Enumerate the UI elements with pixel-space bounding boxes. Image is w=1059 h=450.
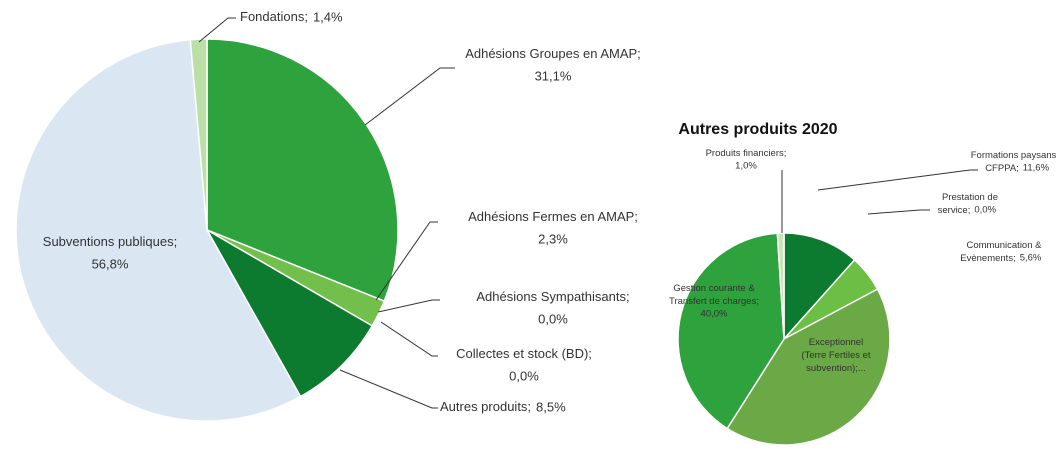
- slice-label: Subventions publiques;: [43, 234, 177, 249]
- value-label: 2,3%: [538, 231, 568, 246]
- label-line: Collectes et stock (BD);: [456, 346, 592, 361]
- label-line: Communication &: [967, 240, 1043, 251]
- label-line: CFPPA;: [985, 163, 1019, 174]
- value-label: 31,1%: [535, 68, 572, 83]
- leader-line: [364, 67, 455, 126]
- pie-slice: [15, 38, 302, 422]
- leader-line: [380, 321, 438, 357]
- leader-line: [377, 299, 440, 313]
- leader-line: [817, 169, 978, 191]
- slice-label: Adhésions Fermes en AMAP;: [468, 209, 638, 224]
- label-line: Exceptionnel: [809, 337, 863, 348]
- slice-label: Exceptionnel (Terre Fertiles et subvention…: [801, 337, 871, 374]
- pie-slice: [726, 288, 891, 446]
- value-label: 11,6%: [1023, 163, 1050, 174]
- label-line: Autres produits;: [440, 399, 531, 414]
- slice-label: Prestation de service;: [938, 192, 998, 216]
- value-label: 0,0%: [974, 205, 996, 216]
- label-line: Transfert de charges;: [669, 296, 759, 307]
- label-line: Gestion courante &: [673, 283, 755, 294]
- pie-slice: [677, 232, 785, 430]
- leader-line: [375, 221, 438, 301]
- slice-label: Collectes et stock (BD);: [456, 346, 592, 361]
- value-label: 0,0%: [538, 311, 568, 326]
- pie-slice: [205, 227, 374, 398]
- label-line: Adhésions Fermes en AMAP;: [468, 209, 638, 224]
- slice-label: Produits financiers;: [706, 148, 787, 159]
- label-line: Subventions publiques;: [43, 234, 177, 249]
- slice-label: Gestion courante & Transfert de charges;: [669, 283, 759, 307]
- leader-line: [198, 17, 236, 43]
- value-label: 8,5%: [536, 399, 566, 414]
- leader-line: [867, 209, 930, 215]
- value-label: 56,8%: [92, 256, 129, 271]
- pie-slice: [206, 38, 399, 303]
- value-label: 40,0%: [701, 309, 728, 320]
- label-line: Formations paysans &: [971, 150, 1059, 161]
- label-line: Prestation de: [942, 192, 998, 203]
- leader-line: [339, 369, 438, 409]
- label-line: service;: [938, 205, 971, 216]
- pie-slice: [776, 232, 785, 340]
- value-label: 5,6%: [1020, 253, 1042, 264]
- label-line: subvention);...: [806, 363, 866, 374]
- chart-title: Autres produits 2020: [678, 121, 837, 138]
- value-label: 0,0%: [509, 368, 539, 383]
- slice-label: Fondations;: [240, 9, 308, 24]
- label-line: Fondations;: [240, 9, 308, 24]
- pie-slice: [783, 232, 856, 341]
- value-label: 1,4%: [313, 9, 343, 24]
- label-line: Evènements;: [960, 253, 1015, 264]
- slice-label: Adhésions Sympathisants;: [476, 289, 629, 304]
- label-line: Produits financiers;: [706, 148, 787, 159]
- slice-label: Communication & Evènements;: [960, 240, 1042, 264]
- slice-label: Autres produits;: [440, 399, 531, 414]
- label-line: Adhésions Groupes en AMAP;: [465, 46, 641, 61]
- value-label: 1,0%: [735, 161, 757, 172]
- slice-label: Adhésions Groupes en AMAP;: [465, 46, 641, 61]
- label-line: (Terre Fertiles et: [801, 350, 871, 361]
- label-line: Adhésions Sympathisants;: [476, 289, 629, 304]
- pie-slice: [189, 38, 208, 231]
- slice-label: Formations paysans & CFPPA;: [971, 150, 1059, 174]
